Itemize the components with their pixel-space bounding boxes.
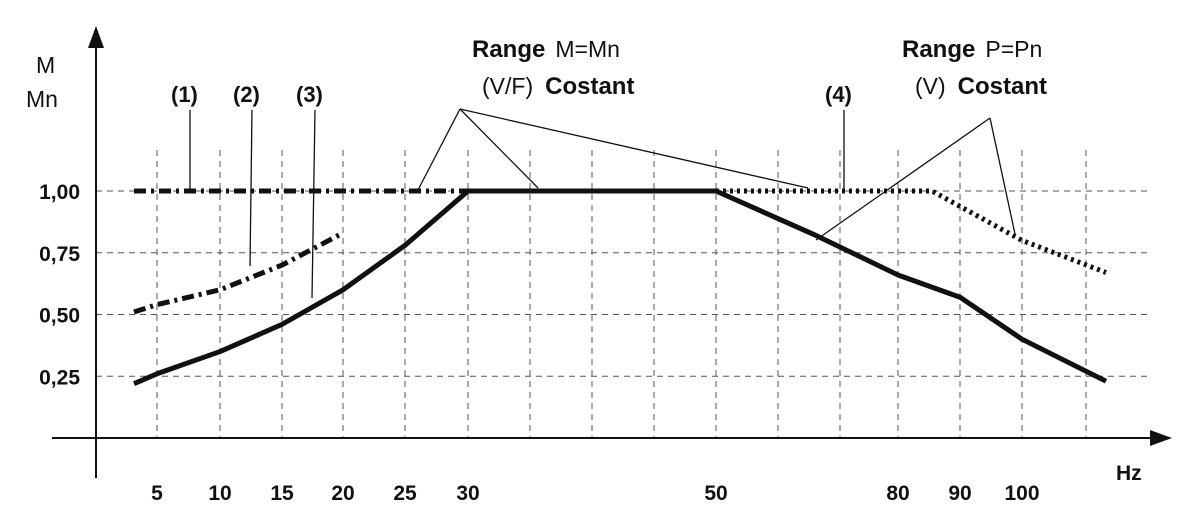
svg-text:Range M=Mn: Range M=Mn bbox=[472, 36, 620, 63]
series-label-2: (2) bbox=[233, 82, 260, 107]
x-tick-label-100: 100 bbox=[1004, 482, 1039, 505]
grid bbox=[96, 150, 1150, 438]
range-annotation-2: Range P=Pn (V) Costant bbox=[815, 36, 1047, 241]
svg-text:Range P=Pn: Range P=Pn bbox=[902, 36, 1042, 63]
series-2-leader bbox=[249, 109, 253, 267]
y-axis-label-line2: Mn bbox=[26, 86, 58, 112]
x-tick-label-90: 90 bbox=[948, 482, 971, 505]
series-layer bbox=[133, 188, 1108, 386]
series-label-4: (4) bbox=[825, 82, 852, 107]
series-line-4 bbox=[716, 188, 1107, 275]
y-axis-label-line1: M bbox=[36, 52, 55, 78]
svg-text:(V/F) Costant: (V/F) Costant bbox=[482, 73, 634, 100]
series-3-leader bbox=[311, 109, 316, 299]
y-tick-label-1: 0,50 bbox=[39, 305, 80, 328]
x-tick-label-80: 80 bbox=[886, 482, 909, 505]
x-axis-arrow bbox=[1150, 430, 1172, 446]
y-tick-label-3: 1,00 bbox=[39, 181, 80, 204]
x-tick-label-20: 20 bbox=[331, 482, 354, 505]
axes bbox=[52, 26, 1172, 478]
x-tick-label-30: 30 bbox=[456, 482, 479, 505]
x-axis-label: Hz bbox=[1116, 462, 1142, 485]
x-tick-label-25: 25 bbox=[393, 482, 417, 505]
series-line-3 bbox=[133, 188, 1108, 386]
tick-labels: 0,25 0,50 0,75 1,00 5 10 15 20 25 30 50 80 90 100 bbox=[39, 181, 1039, 505]
svg-text:(V) Costant: (V) Costant bbox=[915, 73, 1047, 100]
x-tick-label-15: 15 bbox=[270, 482, 294, 505]
y-axis-arrow bbox=[88, 26, 104, 48]
series-label-1: (1) bbox=[171, 82, 198, 107]
y-tick-label-0: 0,25 bbox=[39, 366, 80, 389]
series-line-2 bbox=[133, 230, 345, 315]
x-tick-label-10: 10 bbox=[208, 482, 231, 505]
x-tick-label-50: 50 bbox=[704, 482, 727, 505]
range-annotation-1: Range M=Mn (V/F) Costant bbox=[417, 36, 809, 191]
series-label-3: (3) bbox=[296, 82, 323, 107]
x-tick-label-5: 5 bbox=[151, 482, 163, 505]
y-tick-label-2: 0,75 bbox=[39, 243, 80, 266]
